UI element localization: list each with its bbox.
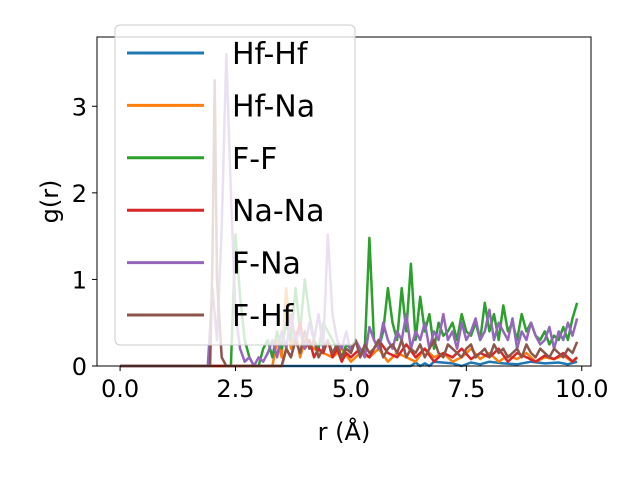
legend-box	[114, 24, 356, 346]
x-tick-label: 0.0	[101, 375, 139, 403]
legend-label: F-F	[232, 142, 277, 177]
legend-label: Na-Na	[232, 194, 324, 229]
x-tick-label: 5.0	[332, 375, 370, 403]
y-tick-label: 0	[72, 353, 87, 381]
legend-label: F-Na	[232, 247, 301, 282]
y-axis-ticks: 0 1 2 3	[72, 93, 97, 381]
legend: Hf-Hf Hf-Na F-F Na-Na F-Na F-Hf	[114, 24, 356, 346]
y-tick-label: 3	[72, 93, 87, 121]
y-axis-label: g(r)	[36, 180, 64, 224]
legend-label: Hf-Hf	[232, 37, 309, 72]
x-tick-label: 7.5	[447, 375, 485, 403]
x-tick-label: 10.0	[555, 375, 608, 403]
legend-label: F-Hf	[232, 299, 295, 334]
x-axis-ticks: 0.0 2.5 5.0 7.5 10.0	[101, 366, 608, 403]
y-tick-label: 2	[72, 180, 87, 208]
legend-label: Hf-Na	[232, 89, 315, 124]
x-axis-label: r (Å)	[318, 417, 371, 446]
y-tick-label: 1	[72, 266, 87, 294]
x-tick-label: 2.5	[216, 375, 254, 403]
series-line-f-na	[120, 53, 579, 368]
